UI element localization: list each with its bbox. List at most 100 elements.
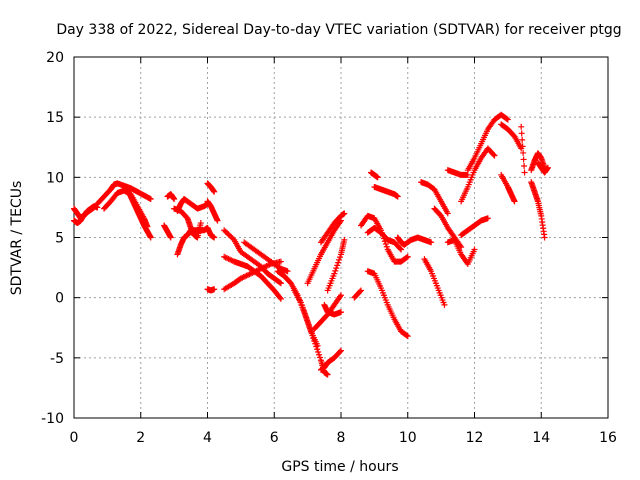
data-point: [147, 195, 154, 202]
data-point: [332, 267, 339, 274]
data-point: [336, 256, 343, 263]
data-point: [504, 116, 511, 123]
data-point: [211, 286, 218, 293]
data-point: [341, 210, 348, 217]
data-point: [324, 371, 331, 378]
data-point: [334, 262, 341, 269]
data-point: [167, 234, 174, 241]
data-point: [277, 295, 284, 302]
data-point: [211, 188, 218, 195]
y-tick-label: 20: [46, 50, 64, 66]
data-point: [310, 335, 317, 342]
data-point: [305, 321, 312, 328]
y-tick-label: 10: [46, 170, 64, 186]
data-point: [341, 236, 348, 243]
data-point: [519, 136, 526, 143]
data-point: [297, 299, 304, 306]
data-point: [311, 337, 318, 344]
data-point: [306, 324, 313, 331]
data-point: [518, 123, 525, 130]
data-points: [71, 111, 551, 378]
x-tick-label: 4: [203, 430, 212, 446]
data-point: [147, 234, 154, 241]
data-point: [300, 307, 307, 314]
data-point: [521, 162, 528, 169]
x-tick-label: 16: [599, 430, 617, 446]
data-point: [301, 310, 308, 317]
data-point: [403, 332, 410, 339]
data-point: [309, 332, 316, 339]
data-point: [518, 130, 525, 137]
data-point: [544, 164, 551, 171]
data-point: [214, 217, 221, 224]
data-point: [298, 302, 305, 309]
data-point: [333, 265, 340, 272]
data-point: [277, 280, 284, 287]
data-point: [484, 215, 491, 222]
chart-title: Day 338 of 2022, Sidereal Day-to-day VTE…: [56, 22, 621, 38]
data-point: [357, 288, 364, 295]
data-point: [519, 143, 526, 150]
x-tick-label: 8: [337, 430, 346, 446]
data-point: [394, 193, 401, 200]
x-tick-label: 12: [466, 430, 484, 446]
data-point: [444, 210, 451, 217]
data-point: [228, 234, 235, 241]
data-point: [458, 244, 465, 251]
grid-lines: [74, 57, 608, 418]
data-point: [335, 259, 342, 266]
y-tick-label: 0: [55, 291, 64, 307]
data-point: [374, 174, 381, 181]
x-tick-label: 6: [270, 430, 279, 446]
data-point: [331, 270, 338, 277]
data-point: [308, 329, 315, 336]
data-point: [382, 241, 389, 248]
data-point: [428, 239, 435, 246]
data-point: [224, 230, 231, 237]
data-point: [302, 313, 309, 320]
axis-ticks: 0 2 4 6 8 10 12 14 16 -10 -5 0 5 10 15 20: [41, 50, 617, 446]
data-point: [398, 246, 405, 253]
data-point: [338, 292, 344, 299]
x-tick-label: 10: [399, 430, 417, 446]
data-point: [521, 169, 528, 176]
data-point: [225, 231, 232, 238]
data-point: [491, 152, 498, 159]
data-point: [358, 287, 365, 294]
y-tick-label: -10: [41, 411, 64, 427]
x-tick-label: 14: [532, 430, 550, 446]
data-point: [91, 204, 98, 211]
data-point: [404, 333, 411, 340]
data-point: [303, 315, 310, 322]
data-point: [299, 304, 306, 311]
data-point: [337, 293, 344, 300]
data-point: [403, 254, 410, 261]
data-point: [312, 340, 319, 347]
data-point: [304, 318, 311, 325]
data-point: [337, 254, 344, 261]
data-point: [211, 234, 218, 241]
data-point: [171, 195, 178, 202]
data-point: [471, 246, 478, 253]
x-tick-label: 2: [136, 430, 145, 446]
data-point: [317, 354, 324, 361]
data-point: [277, 258, 284, 265]
data-point: [197, 220, 204, 227]
data-point: [226, 232, 233, 239]
x-axis-label: GPS time / hours: [281, 459, 398, 475]
data-point: [276, 279, 283, 286]
data-point: [397, 245, 404, 252]
data-point: [490, 151, 497, 158]
y-tick-label: 15: [46, 110, 64, 126]
data-point: [313, 343, 320, 350]
data-point: [338, 309, 344, 316]
data-point: [503, 115, 510, 122]
data-point: [441, 301, 448, 308]
data-point: [222, 228, 229, 235]
data-point: [337, 348, 344, 355]
data-point: [276, 294, 283, 301]
y-tick-label: -5: [50, 351, 64, 367]
data-point: [315, 348, 322, 355]
data-point: [541, 234, 548, 241]
